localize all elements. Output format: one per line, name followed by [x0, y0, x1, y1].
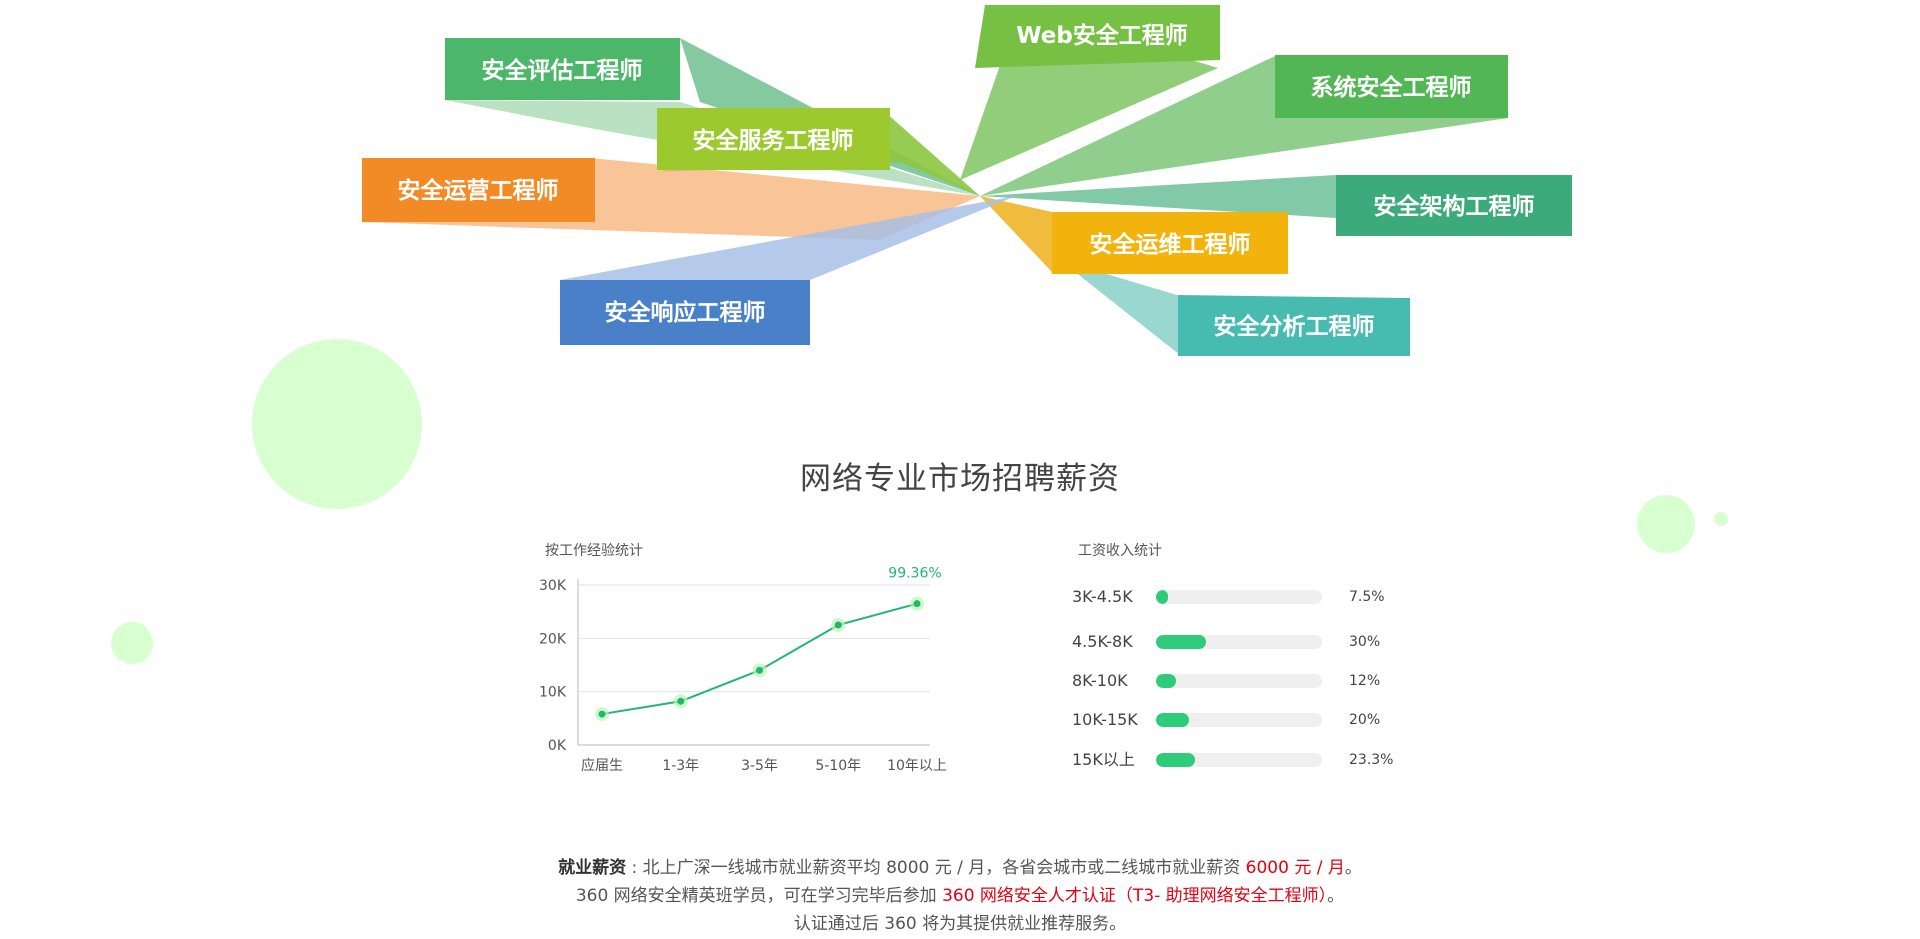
salary-bar-fill — [1156, 635, 1206, 649]
role-label-service: 安全服务工程师 — [693, 127, 854, 154]
y-tick-label: 10K — [539, 685, 567, 701]
y-tick-label: 0K — [548, 738, 567, 754]
salary-percent-label: 7.5% — [1349, 589, 1385, 605]
role-label-web: Web安全工程师 — [1016, 22, 1188, 49]
data-point — [677, 697, 685, 705]
experience-salary-line-chart: 30K 20K 10K 0K 应届生 1-3年 3-5年 5-10年 10年以上 99.36% — [539, 566, 947, 774]
role-box-system: 系统安全工程师 — [1275, 55, 1508, 118]
footer-line-2: 360 网络安全精英班学员，可在学习完毕后参加 360 网络安全人才认证（T3-… — [0, 881, 1920, 906]
salary-bar-fill — [1156, 753, 1195, 767]
data-point — [913, 600, 921, 608]
footer-line2-highlight: 360 网络安全人才认证（T3- 助理网络安全工程师） — [942, 886, 1328, 906]
peak-annotation: 99.36% — [888, 566, 941, 582]
x-tick-label: 3-5年 — [741, 758, 778, 774]
decorative-circle-small-left — [111, 622, 153, 664]
footer-line2-text: 360 网络安全精英班学员，可在学习完毕后参加 — [575, 886, 943, 906]
salary-bar-fill — [1156, 713, 1190, 727]
salary-range-label: 8K-10K — [1072, 671, 1128, 690]
role-box-response: 安全响应工程师 — [560, 280, 810, 345]
series-line — [601, 602, 918, 716]
salary-bar-track — [1156, 713, 1322, 727]
salary-percent-label: 30% — [1349, 634, 1381, 650]
y-axis-ticks: 30K 20K 10K 0K — [539, 578, 567, 754]
salary-bar-row: 3K-4.5K 7.5% — [1072, 587, 1412, 607]
decorative-circle-tiny-right — [1714, 512, 1728, 526]
role-label-response: 安全响应工程师 — [605, 299, 766, 326]
role-box-assessment: 安全评估工程师 — [445, 38, 680, 100]
role-box-maintenance: 安全运维工程师 — [1052, 212, 1288, 274]
chart-grid — [577, 579, 930, 746]
salary-bar-row: 4.5K-8K 30% — [1072, 632, 1412, 652]
data-point — [598, 710, 606, 718]
salary-range-label: 15K以上 — [1072, 750, 1135, 769]
x-tick-label: 1-3年 — [662, 758, 699, 774]
salary-bar-track — [1156, 753, 1322, 767]
y-tick-label: 20K — [539, 631, 567, 647]
salary-bar-row: 8K-10K 12% — [1072, 671, 1412, 691]
salary-bar-track — [1156, 674, 1322, 688]
salary-bar-fill — [1156, 674, 1176, 688]
salary-range-label: 10K-15K — [1072, 710, 1138, 729]
role-label-analysis: 安全分析工程师 — [1214, 313, 1375, 340]
x-tick-label: 5-10年 — [815, 758, 861, 774]
role-label-operations: 安全运营工程师 — [398, 177, 559, 204]
role-box-web: Web安全工程师 — [975, 5, 1220, 68]
role-label-architecture: 安全架构工程师 — [1374, 193, 1535, 220]
data-point — [834, 621, 842, 629]
footer-line-1: 就业薪资 : 北上广深一线城市就业薪资平均 8000 元 / 月，各省会城市或二… — [0, 853, 1920, 878]
salary-bar-track — [1156, 635, 1322, 649]
decorative-circle-large — [252, 339, 422, 509]
role-label-assessment: 安全评估工程师 — [482, 57, 643, 84]
salary-percent-label: 12% — [1349, 673, 1381, 689]
decorative-circle-medium-right — [1637, 495, 1695, 553]
x-tick-label: 应届生 — [581, 757, 623, 774]
footer-line1-end: 。 — [1344, 858, 1362, 878]
footer-line1-text: : 北上广深一线城市就业薪资平均 8000 元 / 月，各省会城市或二线城市就业… — [626, 858, 1246, 878]
data-point — [756, 666, 763, 674]
footer-line1-highlight: 6000 元 / 月 — [1245, 858, 1345, 878]
experience-chart-title: 按工作经验统计 — [545, 543, 643, 559]
salary-percent-label: 20% — [1349, 712, 1381, 728]
series-points — [595, 596, 924, 722]
salary-percent-label: 23.3% — [1349, 752, 1394, 768]
salary-range-label: 3K-4.5K — [1072, 587, 1133, 606]
role-label-maintenance: 安全运维工程师 — [1090, 231, 1251, 258]
salary-range-label: 4.5K-8K — [1072, 632, 1133, 651]
salary-bar-track — [1156, 590, 1322, 604]
salary-bar-row: 10K-15K 20% — [1072, 710, 1412, 730]
footer-lead: 就业薪资 — [558, 858, 627, 878]
role-box-architecture: 安全架构工程师 — [1336, 175, 1572, 236]
x-tick-label: 10年以上 — [887, 758, 947, 774]
role-box-operations: 安全运营工程师 — [362, 158, 595, 222]
section-title: 网络专业市场招聘薪资 — [800, 461, 1120, 497]
x-axis-ticks: 应届生 1-3年 3-5年 5-10年 10年以上 — [581, 757, 947, 774]
role-box-analysis: 安全分析工程师 — [1178, 295, 1410, 356]
role-label-system: 系统安全工程师 — [1311, 74, 1472, 101]
salary-distribution-title: 工资收入统计 — [1078, 543, 1162, 559]
footer-line2-end: 。 — [1327, 886, 1345, 906]
career-roles-diagram: Web安全工程师 安全评估工程师 系统安全工程师 安全服务工程师 安全运营工程师… — [362, 5, 1572, 356]
footer-line-3: 认证通过后 360 将为其提供就业推荐服务。 — [793, 914, 1127, 934]
salary-bar-fill — [1156, 590, 1169, 604]
y-tick-label: 30K — [539, 578, 567, 594]
salary-bar-row: 15K以上 23.3% — [1072, 750, 1412, 770]
role-box-service: 安全服务工程师 — [657, 108, 890, 170]
